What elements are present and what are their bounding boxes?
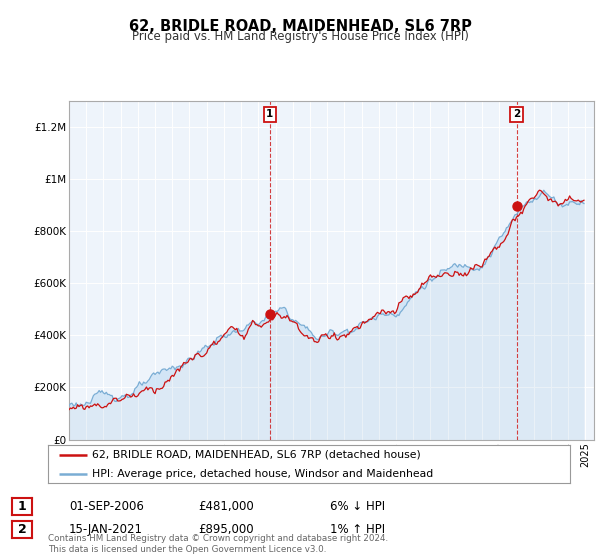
Text: Price paid vs. HM Land Registry's House Price Index (HPI): Price paid vs. HM Land Registry's House … xyxy=(131,30,469,43)
Text: 15-JAN-2021: 15-JAN-2021 xyxy=(69,522,143,536)
Text: 1% ↑ HPI: 1% ↑ HPI xyxy=(330,522,385,536)
Text: Contains HM Land Registry data © Crown copyright and database right 2024.
This d: Contains HM Land Registry data © Crown c… xyxy=(48,534,388,554)
Text: 2: 2 xyxy=(18,522,26,536)
Text: 1: 1 xyxy=(18,500,26,513)
Text: £481,000: £481,000 xyxy=(198,500,254,513)
Text: 2: 2 xyxy=(513,109,520,119)
Text: £895,000: £895,000 xyxy=(198,522,254,536)
Text: 62, BRIDLE ROAD, MAIDENHEAD, SL6 7RP: 62, BRIDLE ROAD, MAIDENHEAD, SL6 7RP xyxy=(128,19,472,34)
Text: 6% ↓ HPI: 6% ↓ HPI xyxy=(330,500,385,513)
Text: 62, BRIDLE ROAD, MAIDENHEAD, SL6 7RP (detached house): 62, BRIDLE ROAD, MAIDENHEAD, SL6 7RP (de… xyxy=(92,450,421,460)
Text: 01-SEP-2006: 01-SEP-2006 xyxy=(69,500,144,513)
Text: 1: 1 xyxy=(266,109,274,119)
Text: HPI: Average price, detached house, Windsor and Maidenhead: HPI: Average price, detached house, Wind… xyxy=(92,469,434,479)
